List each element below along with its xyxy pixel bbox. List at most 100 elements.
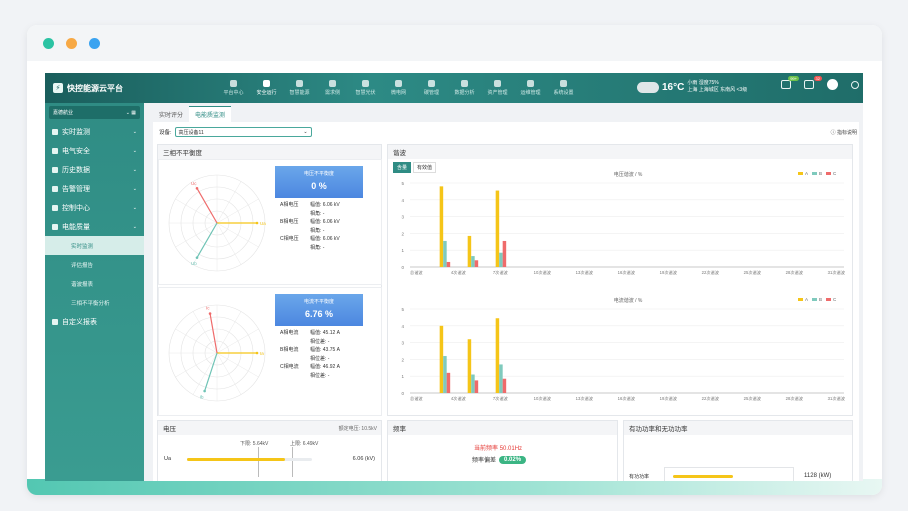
x-tick-label: 10次谐波: [534, 395, 552, 402]
x-tick-label: 28次谐波: [786, 269, 804, 276]
x-tick-label: 7次谐波: [493, 269, 509, 276]
current-phasor-diagram: Ia Ib Ic: [168, 304, 266, 402]
message-icon[interactable]: 99+: [781, 76, 799, 89]
menu-label: 需求侧: [324, 90, 340, 96]
switch-content[interactable]: 含量: [393, 162, 412, 173]
org-selector[interactable]: 嘉德航业 ⌄ ▦: [49, 106, 140, 119]
y-tick-label: 2: [401, 357, 404, 362]
sidebar-subitem[interactable]: 评估报告: [71, 262, 94, 269]
legend-swatch: [798, 172, 803, 175]
legend-label: C: [833, 297, 837, 302]
sidebar-subitem[interactable]: 实时监测: [45, 236, 144, 255]
sidebar-item[interactable]: 电气安全 ⌄: [45, 141, 144, 160]
app-logo[interactable]: ⚡ 快控能源云平台: [45, 83, 200, 94]
polar-spoke: [216, 311, 242, 354]
menu-item[interactable]: 微电网: [382, 80, 415, 96]
bar-A: [467, 339, 472, 393]
bar-A: [495, 318, 500, 393]
phase-angle: 相角: -: [310, 210, 325, 217]
window-dot-blue[interactable]: [89, 37, 100, 49]
bar-C: [446, 372, 451, 393]
weather-widget: 16°C 小雨 湿度75% 上海 上海城区 东南风 <3级: [637, 80, 747, 94]
menu-icon: [560, 80, 567, 87]
window-dot-orange[interactable]: [66, 37, 77, 49]
menu-icon: [52, 128, 58, 135]
menu-item[interactable]: 资产管理: [481, 80, 514, 96]
weather-desc: 小雨 湿度75%: [687, 80, 719, 86]
phase-row: 相位差: -: [280, 355, 363, 364]
power-bar-frame: [664, 467, 794, 481]
harmonic-switch: 含量 有效值: [388, 159, 852, 173]
menu-label: 资产管理: [487, 90, 508, 96]
chart-title: 电压谐波 / %: [614, 171, 643, 178]
menu-item[interactable]: 系统设置: [547, 80, 580, 96]
metric-help-link[interactable]: ⓘ 指标说明: [830, 130, 857, 136]
sidebar-subitem[interactable]: 谐波报表: [71, 281, 94, 288]
menu-item[interactable]: 安全运行: [250, 80, 283, 96]
polar-spoke: [175, 198, 218, 224]
settings-icon[interactable]: [851, 80, 859, 89]
tab-power-quality[interactable]: 电能质监测: [189, 106, 232, 122]
menu-icon: [52, 204, 58, 211]
power-label: 有功功率: [629, 474, 650, 480]
menu-item[interactable]: 智慧光伏: [349, 80, 382, 96]
sidebar-item-label: 告警管理: [62, 185, 90, 193]
menu-item[interactable]: 碳管理: [415, 80, 448, 96]
sidebar-subitem[interactable]: 三相不平衡分析: [71, 300, 110, 307]
sidebar-item-custom-report[interactable]: 自定义报表: [45, 312, 144, 331]
chevron-down-icon: ⌄: [132, 147, 137, 154]
content-panel: 设备: 高压设备11 ⌄ ⓘ 指标说明 三相不平衡度 Ua Ub Uc 电压不平衡度…: [153, 122, 859, 481]
window-dot-green[interactable]: [43, 37, 54, 49]
menu-item[interactable]: 运维管理: [514, 80, 547, 96]
x-tick-label: 22次谐波: [702, 269, 720, 276]
x-tick-label: 22次谐波: [702, 395, 720, 402]
voltage-lower-limit: 下限: 5.64kV: [240, 441, 269, 447]
sidebar-item[interactable]: 告警管理 ⌄: [45, 179, 144, 198]
phase-row: B相电压 幅值: 6.06 kV: [280, 218, 363, 227]
menu-item[interactable]: 需求侧: [316, 80, 349, 96]
phase-amplitude: 幅值: 6.06 kV: [310, 202, 340, 208]
upper-limit-line: [292, 447, 293, 477]
phase-angle: 相角: -: [310, 244, 325, 251]
avatar[interactable]: [827, 79, 838, 90]
legend-label: B: [819, 171, 822, 176]
menu-label: 系统设置: [553, 90, 574, 96]
menu-item[interactable]: 平台中心: [217, 80, 250, 96]
menu-icon: [263, 80, 270, 87]
phase-row: C相电压 幅值: 6.06 kV: [280, 235, 363, 244]
bell-icon[interactable]: 32: [804, 76, 822, 89]
sidebar-item[interactable]: 历史数据 ⌄: [45, 160, 144, 179]
legend-label: A: [805, 297, 808, 302]
polar-spoke: [216, 222, 242, 265]
voltage-value: 6.06 (kV): [352, 456, 375, 462]
switch-rms[interactable]: 有效值: [413, 162, 437, 173]
legend-swatch: [812, 298, 817, 301]
phasor-line: [209, 313, 218, 354]
app-title: 快控能源云平台: [67, 83, 123, 93]
dev-label: 频率偏差: [472, 458, 497, 464]
menu-icon: [362, 80, 369, 87]
menu-icon: [52, 223, 58, 230]
sidebar-item[interactable]: 电能质量 ⌄: [45, 217, 144, 236]
menu-label: 微电网: [390, 90, 406, 96]
org-name: 嘉德航业: [53, 110, 74, 116]
device-select[interactable]: 高压设备11 ⌄: [174, 127, 312, 137]
menu-icon: [461, 80, 468, 87]
menu-label: 智慧光伏: [355, 90, 376, 96]
menu-item[interactable]: 数据分析: [448, 80, 481, 96]
sidebar-item[interactable]: 实时监测 ⌄: [45, 122, 144, 141]
frequency-panel: 频率 当前频率 50.01Hz 频率偏差 0.02%: [387, 420, 618, 481]
phasor-head: [255, 221, 259, 225]
rated-voltage: 额定电压: 10.5kV: [338, 425, 377, 432]
bar-B: [499, 364, 503, 393]
phase-row: 相位差: -: [280, 372, 363, 381]
sidebar-item[interactable]: 控制中心 ⌄: [45, 198, 144, 217]
sidebar-item-label: 控制中心: [62, 204, 90, 212]
menu-item[interactable]: 智慧能源: [283, 80, 316, 96]
legend-label: B: [819, 297, 822, 302]
freq-value: 50.01Hz: [499, 446, 523, 452]
tab-realtime-score[interactable]: 实时评分: [159, 113, 184, 119]
menu-icon: [527, 80, 534, 87]
bar-C: [474, 260, 479, 267]
voltage-bar: [187, 457, 313, 461]
